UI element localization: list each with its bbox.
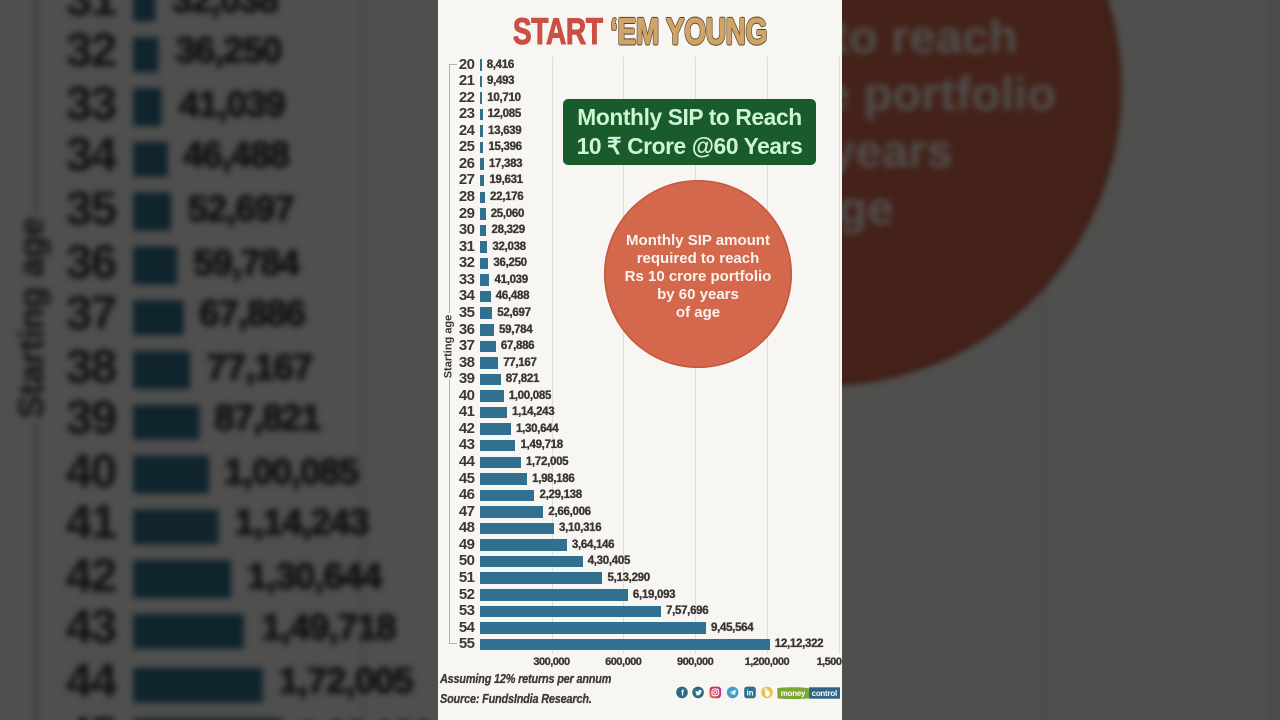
svg-text:money: money <box>781 689 806 698</box>
svg-text:control: control <box>812 689 837 698</box>
svg-text:in: in <box>746 689 753 698</box>
svg-text:f: f <box>681 688 684 698</box>
